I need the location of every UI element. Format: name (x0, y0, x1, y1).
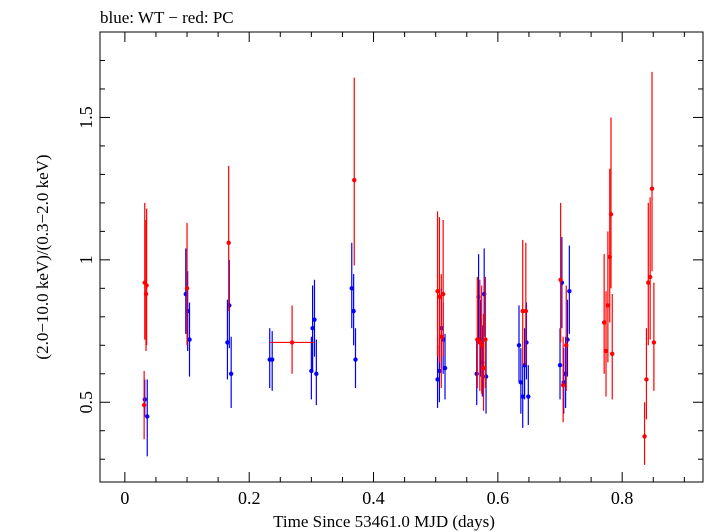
data-point (435, 288, 440, 294)
data-point (523, 308, 529, 314)
data-point (483, 337, 488, 342)
data-point (437, 294, 442, 300)
data-point (646, 280, 651, 285)
series-1 (141, 71, 657, 465)
data-point (564, 343, 569, 348)
data-point (605, 303, 611, 308)
data-point (314, 371, 319, 376)
data-point (289, 340, 295, 345)
data-point (352, 177, 357, 183)
data-point (225, 340, 230, 345)
data-point (558, 277, 563, 282)
data-point (608, 212, 614, 217)
data-point (518, 380, 524, 385)
data-point (269, 357, 275, 362)
x-tick-label: 0 (120, 488, 129, 508)
data-point (227, 303, 232, 308)
data-point (145, 414, 150, 419)
data-point (228, 371, 234, 376)
y-tick-label: 1 (76, 255, 96, 264)
data-point (644, 377, 649, 382)
data-point (649, 186, 655, 191)
data-point (349, 286, 354, 291)
data-point (226, 240, 231, 245)
x-tick-label: 0.2 (238, 488, 261, 508)
data-point (524, 340, 529, 345)
data-point (557, 363, 563, 368)
data-point (351, 308, 356, 314)
data-point (520, 394, 525, 399)
series-0 (142, 237, 572, 457)
plot-frame (99, 31, 704, 483)
data-point (184, 286, 190, 291)
y-tick-label: 0.5 (76, 391, 96, 414)
data-point (141, 402, 147, 408)
x-tick-label: 0.8 (611, 488, 634, 508)
data-point (437, 368, 442, 374)
data-point (143, 291, 149, 297)
y-axis-ticks: 0.5 1 1.5 (76, 31, 703, 460)
data-point (520, 308, 525, 314)
data-point (310, 326, 315, 331)
chart-title: blue: WT − red: PC (100, 8, 234, 27)
data-point (610, 351, 615, 357)
x-axis-ticks: 0 0.2 0.4 0.6 0.8 (120, 32, 685, 508)
x-tick-label: 0.4 (362, 488, 385, 508)
data-point (439, 334, 444, 339)
data-point (475, 337, 480, 342)
data-point (526, 394, 531, 399)
data-point (483, 374, 489, 379)
series-layer (141, 71, 657, 465)
data-point (601, 320, 607, 325)
data-point (481, 365, 486, 371)
y-tick-label: 1.5 (76, 106, 96, 129)
data-point (651, 340, 657, 345)
data-point (144, 283, 149, 288)
data-point (642, 434, 647, 439)
data-point (187, 337, 192, 342)
data-point (353, 357, 358, 362)
data-point (560, 382, 566, 388)
data-point (567, 288, 572, 294)
data-point (516, 343, 522, 348)
data-point (440, 291, 446, 297)
data-point (603, 348, 609, 354)
x-axis-label: Time Since 53461.0 MJD (days) (273, 512, 495, 531)
data-point (647, 274, 653, 280)
data-point (479, 343, 484, 348)
y-axis-label: (2.0−10.0 keV)/(0.3−2.0 keV) (33, 154, 52, 359)
data-point (312, 317, 317, 322)
x-tick-label: 0.6 (487, 488, 510, 508)
data-point (435, 377, 440, 382)
data-point (442, 365, 448, 371)
data-point (474, 371, 479, 376)
data-point (142, 397, 147, 402)
